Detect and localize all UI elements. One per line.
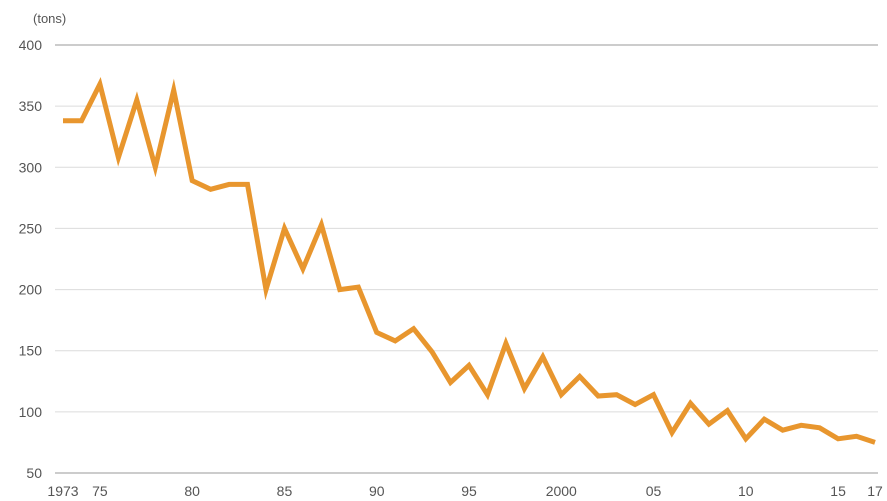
data-point-1977 [134,98,139,103]
data-point-2011 [762,417,767,422]
data-point-2012 [780,428,785,433]
x-tick-label-85: 85 [277,483,293,499]
x-tick-label-17: 17 [867,483,883,499]
data-point-1995 [467,363,472,368]
data-point-2016 [854,434,859,439]
y-tick-label-200: 200 [19,282,43,298]
x-tick-label-75: 75 [92,483,108,499]
data-point-1975 [97,82,102,87]
data-point-2007 [688,401,693,406]
y-tick-label-400: 400 [19,37,43,53]
data-point-1993 [430,349,435,354]
data-point-1999 [540,354,545,359]
y-tick-label-350: 350 [19,98,43,114]
data-point-2013 [799,423,804,428]
gridlines [55,44,878,474]
data-point-1981 [208,187,213,192]
x-tick-label-2000: 2000 [546,483,577,499]
x-tick-label-90: 90 [369,483,385,499]
x-tick-label-80: 80 [184,483,200,499]
data-point-2000 [559,392,564,397]
data-point-1986 [300,266,305,271]
data-point-1998 [522,386,527,391]
data-point-1991 [393,338,398,343]
x-tick-label-15: 15 [830,483,846,499]
y-tick-label-100: 100 [19,404,43,420]
data-point-1992 [411,326,416,331]
data-point-2010 [743,436,748,441]
x-tick-label-05: 05 [646,483,662,499]
data-point-2005 [651,392,656,397]
data-point-2002 [596,393,601,398]
data-point-2009 [725,408,730,413]
data-point-1994 [448,380,453,385]
data-point-1997 [503,341,508,346]
data-point-1983 [245,182,250,187]
data-point-1982 [227,182,232,187]
data-point-1996 [485,392,490,397]
x-tick-label-10: 10 [738,483,754,499]
data-point-1985 [282,226,287,231]
data-point-1987 [319,222,324,227]
series-group [61,76,878,445]
y-axis-ticks: 50 100 150 200 250 300 350 400 [19,37,43,481]
data-point-1990 [374,330,379,335]
data-point-1973 [61,118,66,123]
x-tick-label-1973: 1973 [47,483,78,499]
data-point-1978 [153,165,158,170]
x-axis-ticks: 1973 75 80 85 90 95 2000 05 10 15 17 [47,483,883,499]
y-tick-label-300: 300 [19,159,43,175]
data-point-1980 [190,178,195,183]
y-tick-label-250: 250 [19,220,43,236]
data-point-2006 [670,430,675,435]
data-point-1988 [337,287,342,292]
x-tick-label-95: 95 [461,483,477,499]
data-point-2004 [633,402,638,407]
series-line-0 [63,76,876,445]
data-point-2003 [614,392,619,397]
data-point-1974 [79,118,84,123]
data-point-2015 [836,436,841,441]
data-point-1979 [171,88,176,93]
y-tick-label-50: 50 [26,465,42,481]
data-point-1976 [116,155,121,160]
data-point-1984 [264,287,269,292]
data-point-2001 [577,374,582,379]
data-point-1989 [356,285,361,290]
data-point-2017 [873,440,878,445]
data-point-2014 [817,425,822,430]
data-point-2008 [706,422,711,427]
y-tick-label-150: 150 [19,343,43,359]
y-axis-unit-label: (tons) [33,11,66,26]
